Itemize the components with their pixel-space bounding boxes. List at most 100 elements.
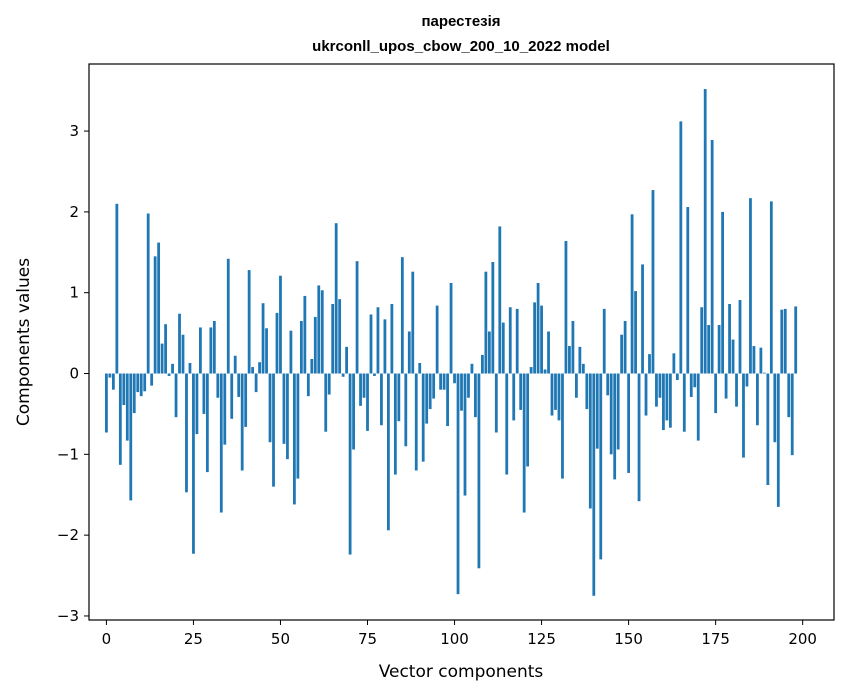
bar-82	[390, 304, 394, 374]
y-tick-label: −3	[57, 607, 79, 625]
bar-23	[185, 373, 188, 493]
bar-86	[404, 373, 408, 447]
bar-137	[581, 363, 585, 374]
bar-195	[783, 308, 787, 374]
bar-37	[233, 355, 237, 374]
bar-174	[710, 139, 714, 374]
bar-84	[397, 373, 401, 422]
bar-13	[150, 373, 154, 386]
y-tick-label: 1	[69, 284, 79, 302]
bar-145	[609, 373, 613, 455]
bar-110	[487, 331, 491, 374]
bar-89	[414, 373, 418, 471]
bar-186	[752, 346, 756, 374]
bar-181	[735, 373, 738, 407]
y-tick-label: 2	[69, 203, 79, 221]
bar-125	[540, 305, 543, 374]
bar-131	[561, 373, 564, 479]
bar-160	[662, 373, 665, 431]
bar-102	[460, 373, 463, 411]
bar-61	[317, 285, 321, 374]
bar-173	[707, 325, 711, 374]
bar-1	[108, 373, 112, 378]
bar-183	[742, 373, 745, 458]
x-tick-label: 175	[701, 630, 730, 648]
bar-178	[724, 373, 728, 399]
bar-188	[759, 347, 763, 374]
bar-95	[435, 305, 439, 374]
bar-139	[588, 373, 592, 509]
bar-28	[202, 373, 206, 414]
bar-113	[498, 226, 502, 374]
bar-130	[557, 373, 561, 421]
bar-27	[199, 327, 202, 374]
bar-100	[453, 373, 456, 384]
bar-171	[700, 307, 704, 374]
bar-41	[247, 270, 251, 374]
bar-34	[223, 373, 227, 445]
bar-155	[644, 373, 648, 416]
bar-21	[178, 313, 181, 374]
bar-156	[648, 354, 651, 374]
bar-17	[164, 324, 167, 374]
bar-153	[637, 373, 641, 502]
bar-99	[449, 283, 453, 374]
bar-120	[522, 373, 526, 513]
bar-144	[606, 373, 610, 396]
y-tick-label: −1	[57, 445, 79, 463]
bar-22	[181, 334, 185, 374]
bar-124	[536, 283, 540, 374]
bar-42	[251, 367, 255, 374]
bar-151	[630, 214, 634, 374]
bar-11	[143, 373, 147, 392]
bar-167	[686, 207, 690, 374]
bar-132	[564, 240, 568, 374]
bar-191	[769, 201, 773, 374]
bar-24	[188, 363, 192, 374]
bar-43	[254, 373, 258, 393]
bar-77	[373, 373, 376, 376]
bar-75	[366, 373, 369, 431]
bar-8	[132, 373, 136, 414]
bar-96	[439, 373, 443, 390]
bar-94	[432, 373, 436, 399]
bar-73	[359, 373, 362, 406]
bar-52	[286, 373, 289, 460]
bar-118	[515, 308, 519, 374]
x-tick-label: 200	[788, 630, 817, 648]
bar-123	[533, 302, 536, 374]
bar-83	[393, 373, 397, 475]
bar-138	[585, 373, 589, 410]
bar-32	[216, 373, 220, 398]
bar-166	[682, 373, 686, 432]
bar-121	[526, 373, 530, 467]
bar-127	[547, 331, 550, 374]
bar-57	[303, 295, 307, 374]
bar-140	[592, 373, 596, 596]
x-tick-label: 25	[184, 630, 203, 648]
bar-196	[787, 373, 791, 418]
bar-136	[578, 346, 582, 374]
bar-56	[299, 320, 303, 374]
x-tick-label: 75	[358, 630, 377, 648]
bar-64	[327, 373, 331, 395]
bar-91	[421, 373, 425, 462]
x-tick-label: 0	[102, 630, 112, 648]
bar-197	[790, 373, 794, 456]
x-tick-label: 100	[440, 630, 469, 648]
bar-88	[411, 271, 415, 374]
bar-26	[195, 373, 199, 435]
bar-39	[240, 373, 244, 471]
bar-134	[571, 320, 575, 374]
bar-44	[258, 362, 261, 374]
bar-147	[616, 373, 620, 450]
bar-60	[313, 316, 317, 374]
bar-175	[714, 373, 718, 414]
bar-85	[400, 257, 404, 374]
bar-51	[282, 373, 286, 444]
bar-180	[731, 339, 735, 374]
bar-3	[115, 203, 119, 374]
x-tick-label: 50	[271, 630, 290, 648]
y-tick-label: 0	[69, 365, 79, 383]
bar-108	[481, 354, 484, 374]
